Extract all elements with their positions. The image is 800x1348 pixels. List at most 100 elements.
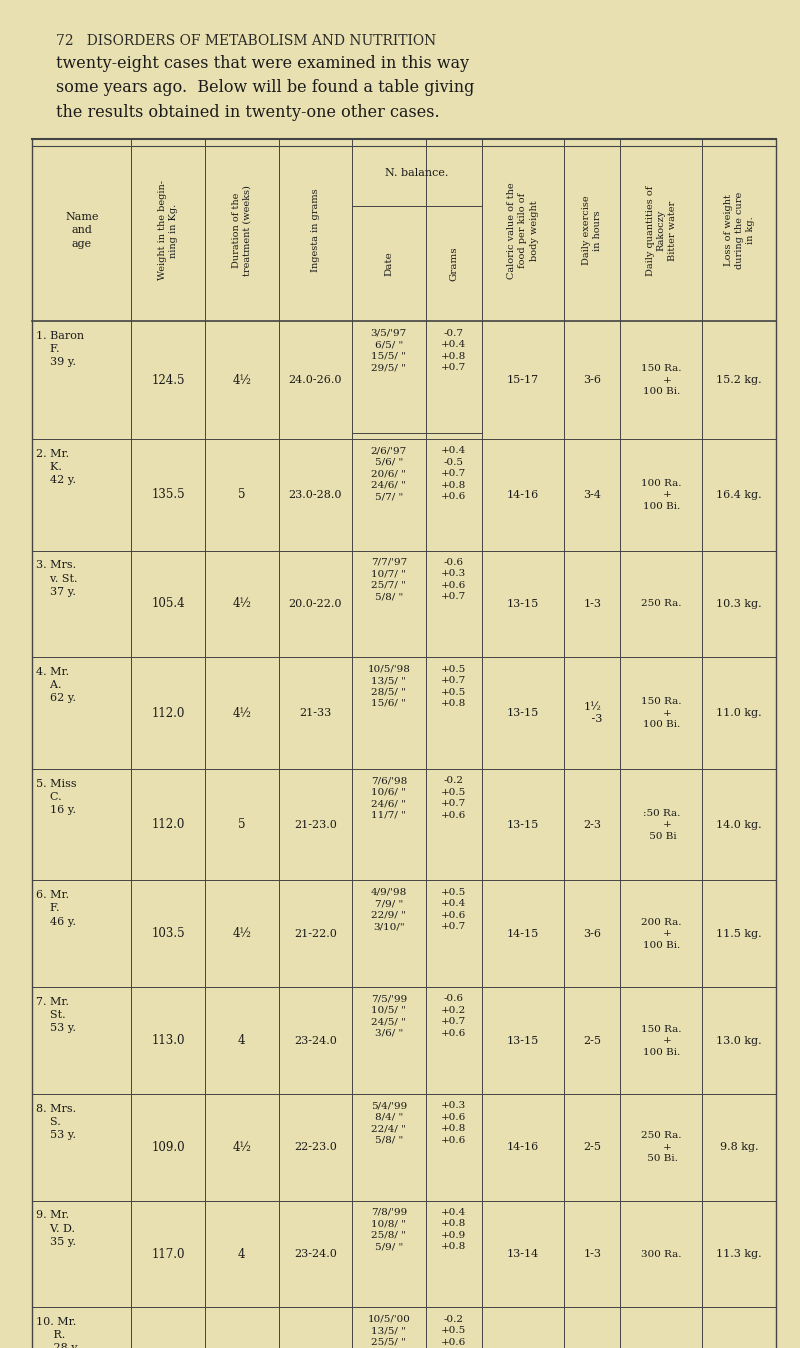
Text: 14-15: 14-15 — [507, 929, 539, 938]
Text: 4½: 4½ — [232, 1140, 251, 1154]
Text: 300 Ra.: 300 Ra. — [641, 1250, 682, 1259]
Text: -0.2
+0.5
+0.7
+0.6: -0.2 +0.5 +0.7 +0.6 — [441, 776, 466, 820]
Text: Caloric value of the
food per kilo of
body weight: Caloric value of the food per kilo of bo… — [507, 182, 538, 279]
Text: +0.4
-0.5
+0.7
+0.8
+0.6: +0.4 -0.5 +0.7 +0.8 +0.6 — [441, 446, 466, 501]
Text: 21-22.0: 21-22.0 — [294, 929, 337, 938]
Text: 1. Baron
    F.
    39 y.: 1. Baron F. 39 y. — [36, 332, 84, 368]
Text: 3. Mrs.
    v. St.
    37 y.: 3. Mrs. v. St. 37 y. — [36, 561, 78, 597]
Text: 11.5 kg.: 11.5 kg. — [717, 929, 762, 938]
Text: 4½: 4½ — [232, 373, 251, 387]
Text: 103.5: 103.5 — [151, 927, 185, 941]
Text: 7/5/'99
10/5/ "
24/5/ "
3/6/ ": 7/5/'99 10/5/ " 24/5/ " 3/6/ " — [370, 995, 407, 1038]
Text: 4½: 4½ — [232, 927, 251, 941]
Text: -0.7
+0.4
+0.8
+0.7: -0.7 +0.4 +0.8 +0.7 — [441, 329, 466, 372]
Text: 15-17: 15-17 — [507, 375, 539, 386]
Text: 14-16: 14-16 — [507, 1142, 539, 1153]
Text: twenty-eight cases that were examined in this way
some years ago.  Below will be: twenty-eight cases that were examined in… — [56, 54, 474, 121]
Text: 20.0-22.0: 20.0-22.0 — [289, 599, 342, 609]
Text: 10/5/'00
13/5/ "
25/5/ "
11/6/ ": 10/5/'00 13/5/ " 25/5/ " 11/6/ " — [367, 1314, 410, 1348]
Text: 1½
   -3: 1½ -3 — [582, 702, 603, 724]
Text: 1-3: 1-3 — [583, 599, 601, 609]
Text: 7/7/'97
10/7/ "
25/7/ "
5/8/ ": 7/7/'97 10/7/ " 25/7/ " 5/8/ " — [370, 558, 407, 601]
Text: 3/5/'97
6/5/ "
15/5/ "
29/5/ ": 3/5/'97 6/5/ " 15/5/ " 29/5/ " — [370, 329, 407, 372]
Text: 1-3: 1-3 — [583, 1250, 601, 1259]
Text: 4½: 4½ — [232, 597, 251, 611]
Text: 112.0: 112.0 — [151, 818, 185, 832]
Text: 24.0-26.0: 24.0-26.0 — [289, 375, 342, 386]
Text: 23-24.0: 23-24.0 — [294, 1035, 337, 1046]
Text: 150 Ra.
    +
100 Bi.: 150 Ra. + 100 Bi. — [641, 1024, 682, 1057]
Text: 6. Mr.
    F.
    46 y.: 6. Mr. F. 46 y. — [36, 890, 76, 926]
Text: 100 Ra.
    +
100 Bi.: 100 Ra. + 100 Bi. — [641, 479, 682, 511]
Text: 13-15: 13-15 — [507, 708, 539, 718]
Text: 3-6: 3-6 — [583, 929, 601, 938]
Text: 22-23.0: 22-23.0 — [294, 1142, 337, 1153]
Text: Daily exercise
in hours: Daily exercise in hours — [582, 195, 602, 266]
Text: 250 Ra.
    +
 50 Bi.: 250 Ra. + 50 Bi. — [641, 1131, 682, 1163]
Text: -0.6
+0.3
+0.6
+0.7: -0.6 +0.3 +0.6 +0.7 — [441, 558, 466, 601]
Text: 124.5: 124.5 — [151, 373, 185, 387]
Text: 23.0-28.0: 23.0-28.0 — [289, 489, 342, 500]
Text: 4. Mr.
    A.
    62 y.: 4. Mr. A. 62 y. — [36, 667, 76, 704]
Text: 5: 5 — [238, 488, 246, 501]
Text: 5: 5 — [238, 818, 246, 832]
Text: 21-23.0: 21-23.0 — [294, 820, 337, 830]
Text: 150 Ra.
    +
100 Bi.: 150 Ra. + 100 Bi. — [641, 697, 682, 729]
Text: 4: 4 — [238, 1247, 246, 1260]
Text: 7/8/'99
10/8/ "
25/8/ "
5/9/ ": 7/8/'99 10/8/ " 25/8/ " 5/9/ " — [370, 1208, 407, 1251]
Text: 13-15: 13-15 — [507, 1035, 539, 1046]
Text: 8. Mrs.
    S.
    53 y.: 8. Mrs. S. 53 y. — [36, 1104, 76, 1140]
Text: 2-5: 2-5 — [583, 1035, 601, 1046]
Text: 2/6/'97
5/6/ "
20/6/ "
24/6/ "
5/7/ ": 2/6/'97 5/6/ " 20/6/ " 24/6/ " 5/7/ " — [370, 446, 407, 501]
Text: Duration of the
treatment (weeks): Duration of the treatment (weeks) — [232, 185, 252, 276]
Text: 4/9/'98
7/9/ "
22/9/ "
3/10/": 4/9/'98 7/9/ " 22/9/ " 3/10/" — [370, 888, 407, 931]
Text: +0.5
+0.4
+0.6
+0.7: +0.5 +0.4 +0.6 +0.7 — [441, 888, 466, 931]
Text: -0.6
+0.2
+0.7
+0.6: -0.6 +0.2 +0.7 +0.6 — [441, 995, 466, 1038]
Text: 105.4: 105.4 — [151, 597, 185, 611]
Text: 7. Mr.
    St.
    53 y.: 7. Mr. St. 53 y. — [36, 998, 76, 1034]
Text: Grams: Grams — [450, 247, 458, 282]
Text: 117.0: 117.0 — [151, 1247, 185, 1260]
Text: 14.0 kg.: 14.0 kg. — [717, 820, 762, 830]
Text: 250 Ra.: 250 Ra. — [641, 600, 682, 608]
Text: 4½: 4½ — [232, 706, 251, 720]
Text: Loss of weight
during the cure
in kg.: Loss of weight during the cure in kg. — [724, 191, 755, 270]
Text: 113.0: 113.0 — [151, 1034, 185, 1047]
Text: 9.8 kg.: 9.8 kg. — [720, 1142, 758, 1153]
Text: Daily quantities of
Rakoczy
Bitter water: Daily quantities of Rakoczy Bitter water — [646, 185, 677, 275]
Text: Date: Date — [384, 252, 394, 276]
Text: 16.4 kg.: 16.4 kg. — [717, 489, 762, 500]
Text: 13-14: 13-14 — [507, 1250, 539, 1259]
Text: 10.3 kg.: 10.3 kg. — [717, 599, 762, 609]
Text: 200 Ra.
    +
100 Bi.: 200 Ra. + 100 Bi. — [641, 918, 682, 950]
Text: 4: 4 — [238, 1034, 246, 1047]
Text: 5/4/'99
8/4/ "
22/4/ "
5/8/ ": 5/4/'99 8/4/ " 22/4/ " 5/8/ " — [370, 1101, 407, 1144]
Text: Name
and
age: Name and age — [65, 212, 98, 248]
Text: 3-6: 3-6 — [583, 375, 601, 386]
Text: +0.4
+0.8
+0.9
+0.8: +0.4 +0.8 +0.9 +0.8 — [441, 1208, 466, 1251]
Text: 109.0: 109.0 — [151, 1140, 185, 1154]
Text: 11.3 kg.: 11.3 kg. — [717, 1250, 762, 1259]
Text: 10. Mr.
     R.
     28 y.: 10. Mr. R. 28 y. — [36, 1317, 79, 1348]
Text: 14-16: 14-16 — [507, 489, 539, 500]
Text: 9. Mr.
    V. D.
    35 y.: 9. Mr. V. D. 35 y. — [36, 1211, 76, 1247]
Text: 150 Ra.
    +
100 Bi.: 150 Ra. + 100 Bi. — [641, 364, 682, 396]
Text: 2-5: 2-5 — [583, 1142, 601, 1153]
Text: 112.0: 112.0 — [151, 706, 185, 720]
Text: 72   DISORDERS OF METABOLISM AND NUTRITION: 72 DISORDERS OF METABOLISM AND NUTRITION — [56, 34, 436, 49]
Text: 13-15: 13-15 — [507, 820, 539, 830]
Text: :50 Ra.
    +
 50 Bi: :50 Ra. + 50 Bi — [642, 809, 680, 841]
Text: Weight in the begin-
ning in Kg.: Weight in the begin- ning in Kg. — [158, 181, 178, 280]
Text: 2. Mr.
    K.
    42 y.: 2. Mr. K. 42 y. — [36, 449, 76, 485]
Text: 21-33: 21-33 — [299, 708, 331, 718]
Text: 13.0 kg.: 13.0 kg. — [717, 1035, 762, 1046]
Text: +0.3
+0.6
+0.8
+0.6: +0.3 +0.6 +0.8 +0.6 — [441, 1101, 466, 1144]
Text: 135.5: 135.5 — [151, 488, 185, 501]
Text: 2-3: 2-3 — [583, 820, 601, 830]
Text: 3-4: 3-4 — [583, 489, 601, 500]
Text: -0.2
+0.5
+0.6
+0.4: -0.2 +0.5 +0.6 +0.4 — [441, 1314, 466, 1348]
Text: 7/6/'98
10/6/ "
24/6/ "
11/7/ ": 7/6/'98 10/6/ " 24/6/ " 11/7/ " — [370, 776, 407, 820]
Text: +0.5
+0.7
+0.5
+0.8: +0.5 +0.7 +0.5 +0.8 — [441, 665, 466, 708]
Text: 15.2 kg.: 15.2 kg. — [717, 375, 762, 386]
Text: 23-24.0: 23-24.0 — [294, 1250, 337, 1259]
